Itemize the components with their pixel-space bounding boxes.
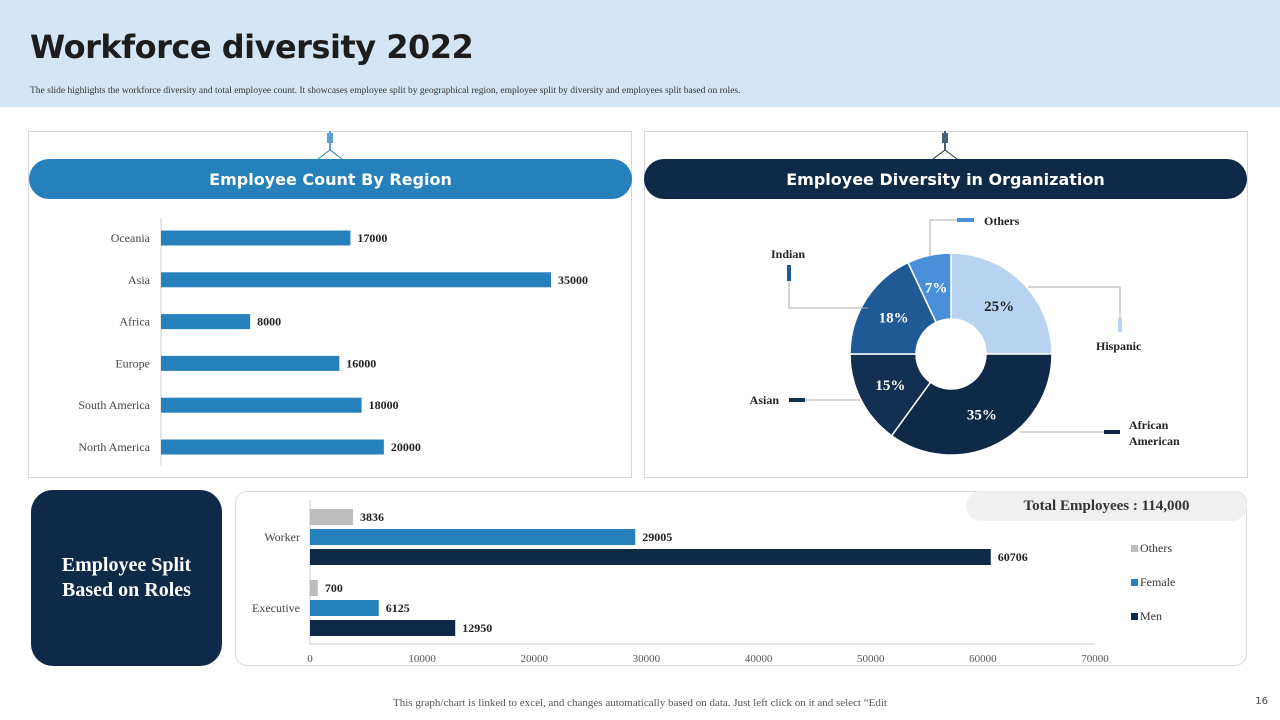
page-subtitle: The slide highlights the workforce diver… [30,86,741,96]
header-band [0,0,1280,107]
roles-card-title: Employee Split Based on Roles [31,490,222,666]
footer-note: This graph/chart is linked to excel, and… [393,697,887,709]
page-number: 16 [1255,696,1268,707]
diversity-card-title: Employee Diversity in Organization [644,159,1247,199]
region-card-title: Employee Count By Region [29,159,632,199]
page-title: Workforce diversity 2022 [30,28,474,66]
total-employees-badge: Total Employees : 114,000 [966,491,1247,521]
